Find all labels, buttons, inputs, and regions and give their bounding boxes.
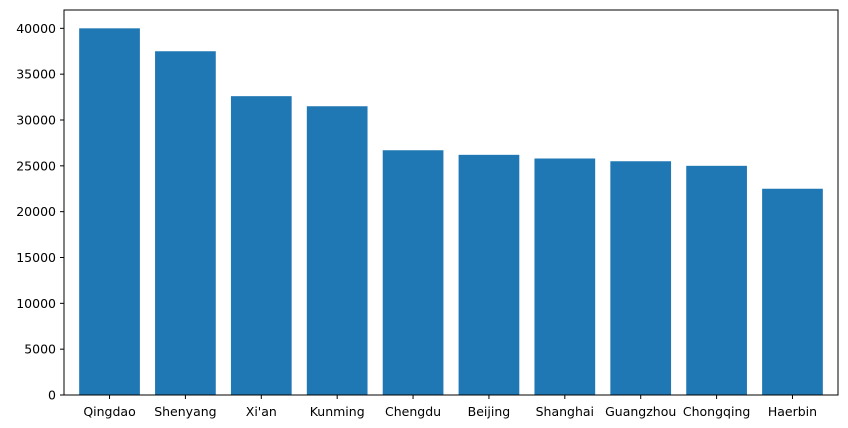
x-tick-label-8: Chongqing xyxy=(683,404,750,419)
x-tick-label-5: Beijing xyxy=(468,404,511,419)
bar-6 xyxy=(534,158,596,395)
x-axis: Qingdao Shenyang Xi'an Kunming Chengdu Beijin… xyxy=(83,395,817,419)
bar-7 xyxy=(610,161,672,395)
y-tick-label-1: 5000 xyxy=(24,342,56,357)
x-tick-label-2: Xi'an xyxy=(246,404,277,419)
bar-4 xyxy=(382,150,444,395)
bars-group xyxy=(79,28,823,396)
bar-2 xyxy=(230,96,292,396)
plot-frame xyxy=(63,9,839,396)
x-tick-label-6: Shanghai xyxy=(536,404,594,419)
y-tick-label-5: 25000 xyxy=(16,158,56,173)
y-tick-label-4: 20000 xyxy=(16,204,56,219)
y-tick-label-3: 15000 xyxy=(16,250,56,265)
bar-0 xyxy=(79,28,140,396)
x-tick-label-4: Chengdu xyxy=(385,404,441,419)
bar-5 xyxy=(458,154,520,395)
bar-1 xyxy=(155,51,216,395)
x-tick-label-0: Qingdao xyxy=(83,404,135,419)
x-tick-label-9: Haerbin xyxy=(768,404,817,419)
x-tick-label-1: Shenyang xyxy=(154,404,216,419)
x-tick-label-3: Kunming xyxy=(310,404,365,419)
y-tick-label-7: 35000 xyxy=(16,67,56,82)
y-axis: 0 5000 10000 15000 20000 25000 30000 35000 40000 xyxy=(16,21,64,403)
y-tick-label-6: 30000 xyxy=(16,113,56,128)
bar-3 xyxy=(306,106,368,395)
y-tick-label-0: 0 xyxy=(48,388,56,403)
bar-9 xyxy=(762,188,823,395)
bar-8 xyxy=(686,165,747,395)
y-tick-label-8: 40000 xyxy=(16,21,56,36)
y-tick-label-2: 10000 xyxy=(16,296,56,311)
x-tick-label-7: Guangzhou xyxy=(605,404,676,419)
